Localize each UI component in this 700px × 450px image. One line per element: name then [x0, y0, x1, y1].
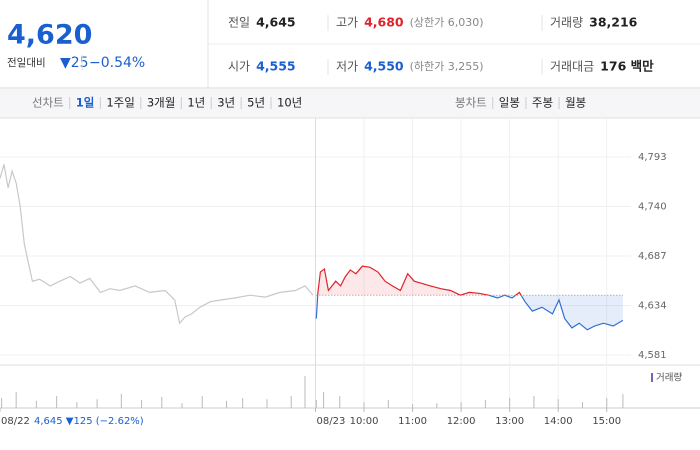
volume-bar	[120, 394, 122, 408]
stat-value: 4,555	[256, 59, 296, 74]
stat-value: 4,680	[364, 15, 404, 30]
tab[interactable]: 1년	[187, 96, 205, 110]
y-tick-label: 4,793	[638, 152, 667, 163]
tab-bar	[0, 89, 700, 118]
y-tick-label: 4,581	[638, 350, 667, 361]
volume-bar	[96, 399, 98, 408]
volume-bar	[226, 400, 228, 408]
volume-bar	[387, 400, 389, 408]
volume-bar	[141, 400, 143, 408]
tab[interactable]: 3개월	[147, 96, 175, 110]
x-tick-label: 15:00	[592, 416, 621, 427]
area-down	[316, 295, 623, 330]
stat-value: 4,550	[364, 59, 404, 74]
tab-group-label: 봉차트	[455, 96, 487, 110]
stat-label: 전일	[228, 16, 250, 30]
tab[interactable]: 5년	[247, 96, 265, 110]
volume-bar	[557, 399, 559, 408]
tab-group-label: 선차트	[32, 96, 64, 110]
x-tick-label: 11:00	[398, 416, 427, 427]
tabs: 선차트 1일 1주일 3개월 1년 3년 5년 10년 봉차트 일봉 주봉 월봉	[32, 96, 586, 110]
tab[interactable]: 1주일	[106, 96, 134, 110]
volume-bar	[339, 396, 341, 408]
y-tick-label: 4,687	[638, 251, 667, 262]
volume-bar	[242, 398, 244, 408]
volume-bar	[266, 399, 268, 408]
price-line-up	[317, 265, 522, 296]
tab[interactable]: 3년	[217, 96, 235, 110]
x-tick-label: 14:00	[544, 416, 573, 427]
volume-bar	[436, 403, 438, 408]
volume-bar	[363, 402, 365, 408]
x-tick-label: 08/23	[317, 416, 346, 427]
stat-value: 176 백만	[600, 59, 654, 74]
volume-bar	[76, 402, 78, 408]
stat-note: (상한가 6,030)	[410, 16, 484, 29]
price: 4,620	[7, 20, 92, 51]
x-tick-label: 08/22	[1, 416, 30, 427]
area-up	[317, 266, 522, 296]
x-tick-label: 13:00	[495, 416, 524, 427]
price-line	[0, 164, 314, 325]
volume-bar	[581, 402, 583, 408]
stat-value: 4,645	[256, 15, 296, 30]
volume-bar	[161, 396, 163, 408]
stat-value: 38,216	[589, 15, 638, 30]
volume-bar	[15, 392, 17, 408]
volume-bar	[35, 400, 37, 408]
volume-bar	[181, 403, 183, 408]
stat-label: 거래량	[550, 16, 583, 30]
volume-bar	[290, 396, 292, 408]
volume-bar	[533, 396, 535, 408]
volume-bar	[304, 376, 306, 408]
y-tick-label: 4,740	[638, 201, 667, 212]
volume-bar	[509, 398, 511, 408]
stats: 전일 4,645 고가 4,680 (상한가 6,030) 거래량 38,216 시가 4,55…	[228, 15, 654, 75]
price-line-down	[315, 295, 624, 331]
x-tick-label: 10:00	[350, 416, 379, 427]
volume-bar	[56, 396, 58, 408]
volume-bar	[201, 396, 203, 408]
volume-bar	[315, 400, 317, 408]
tab[interactable]: 주봉	[532, 96, 553, 110]
volume-bar	[606, 398, 608, 408]
stat-label: 저가	[336, 60, 358, 74]
change-label: 전일대비	[7, 56, 46, 69]
volume-bar	[622, 394, 624, 408]
y-tick-label: 4,634	[638, 300, 667, 311]
plot: 4,581 4,634 4,687 4,740 4,793 08/22 08/23 10:00…	[0, 118, 700, 427]
legend-label: 거래량	[656, 372, 682, 384]
tab[interactable]: 일봉	[499, 96, 520, 110]
volume-bar	[484, 400, 486, 408]
tab[interactable]: 10년	[277, 96, 302, 110]
volume-bar	[323, 392, 325, 408]
volume-bar	[1, 398, 3, 408]
legend-swatch	[651, 373, 653, 382]
stat-label: 거래대금	[550, 60, 594, 74]
annotation: 4,645 ▼125 (−2.62%)	[34, 416, 144, 427]
stat-label: 고가	[336, 16, 358, 30]
tab[interactable]: 월봉	[565, 96, 586, 110]
change: ▼25	[60, 55, 89, 71]
stat-note: (하한가 3,255)	[410, 59, 484, 73]
volume-bar	[460, 402, 462, 408]
tab[interactable]: 1일	[76, 96, 95, 110]
change-pct: −0.54%	[89, 55, 145, 71]
volume-bar	[412, 404, 414, 408]
stat-label: 시가	[228, 60, 250, 74]
x-tick-label: 12:00	[447, 416, 476, 427]
